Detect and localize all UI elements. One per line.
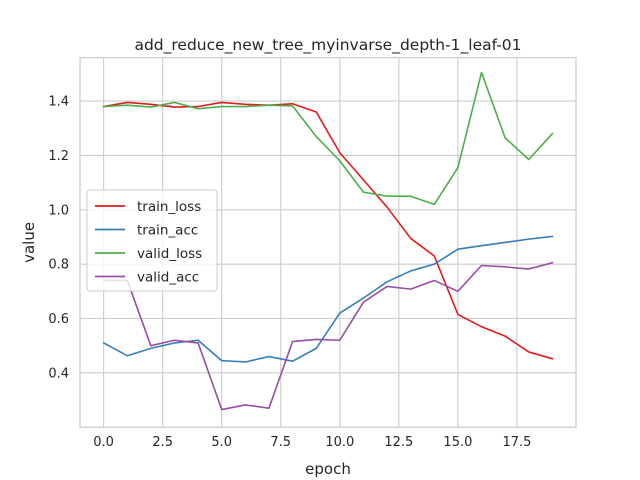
x-tick-label: 0.0 — [93, 435, 114, 450]
y-tick-label: 0.8 — [48, 258, 69, 273]
x-tick-label: 17.5 — [502, 435, 531, 450]
x-tick-label: 7.5 — [270, 435, 291, 450]
x-tick-label: 12.5 — [384, 435, 413, 450]
series-line-valid-loss — [102, 71, 554, 206]
legend-label-train-loss: train_loss — [137, 199, 201, 215]
grid — [80, 57, 576, 428]
legend-label-train-acc: train_acc — [137, 223, 198, 239]
y-tick-label: 1.4 — [48, 95, 69, 110]
y-tick-label: 0.6 — [48, 312, 69, 327]
x-tick-labels: 0.0 2.5 5.0 7.5 10.0 12.5 15.0 17.5 — [93, 435, 531, 450]
x-axis-title: epoch — [305, 460, 351, 478]
series-line-train-acc — [102, 235, 554, 363]
series-line-valid-acc — [102, 261, 554, 411]
x-tick-label: 15.0 — [443, 435, 472, 450]
series-lines — [102, 71, 554, 411]
y-tick-labels: 0.4 0.6 0.8 1.0 1.2 1.4 — [48, 95, 69, 382]
y-tick-label: 1.2 — [48, 149, 69, 164]
x-tick-label: 5.0 — [211, 435, 232, 450]
plot-frame — [79, 56, 577, 428]
legend-label-valid-acc: valid_acc — [137, 270, 199, 286]
legend-label-valid-loss: valid_loss — [137, 246, 202, 262]
y-tick-label: 1.0 — [48, 203, 69, 218]
chart-title: add_reduce_new_tree_myinvarse_depth-1_le… — [134, 36, 521, 55]
legend-box — [86, 189, 218, 292]
legend: train_loss train_acc valid_loss valid_acc — [86, 189, 218, 292]
y-axis-title: value — [20, 222, 38, 263]
x-tick-label: 10.0 — [325, 435, 354, 450]
y-tick-label: 0.4 — [48, 366, 69, 381]
series-line-train-loss — [102, 101, 554, 360]
x-tick-label: 2.5 — [152, 435, 173, 450]
